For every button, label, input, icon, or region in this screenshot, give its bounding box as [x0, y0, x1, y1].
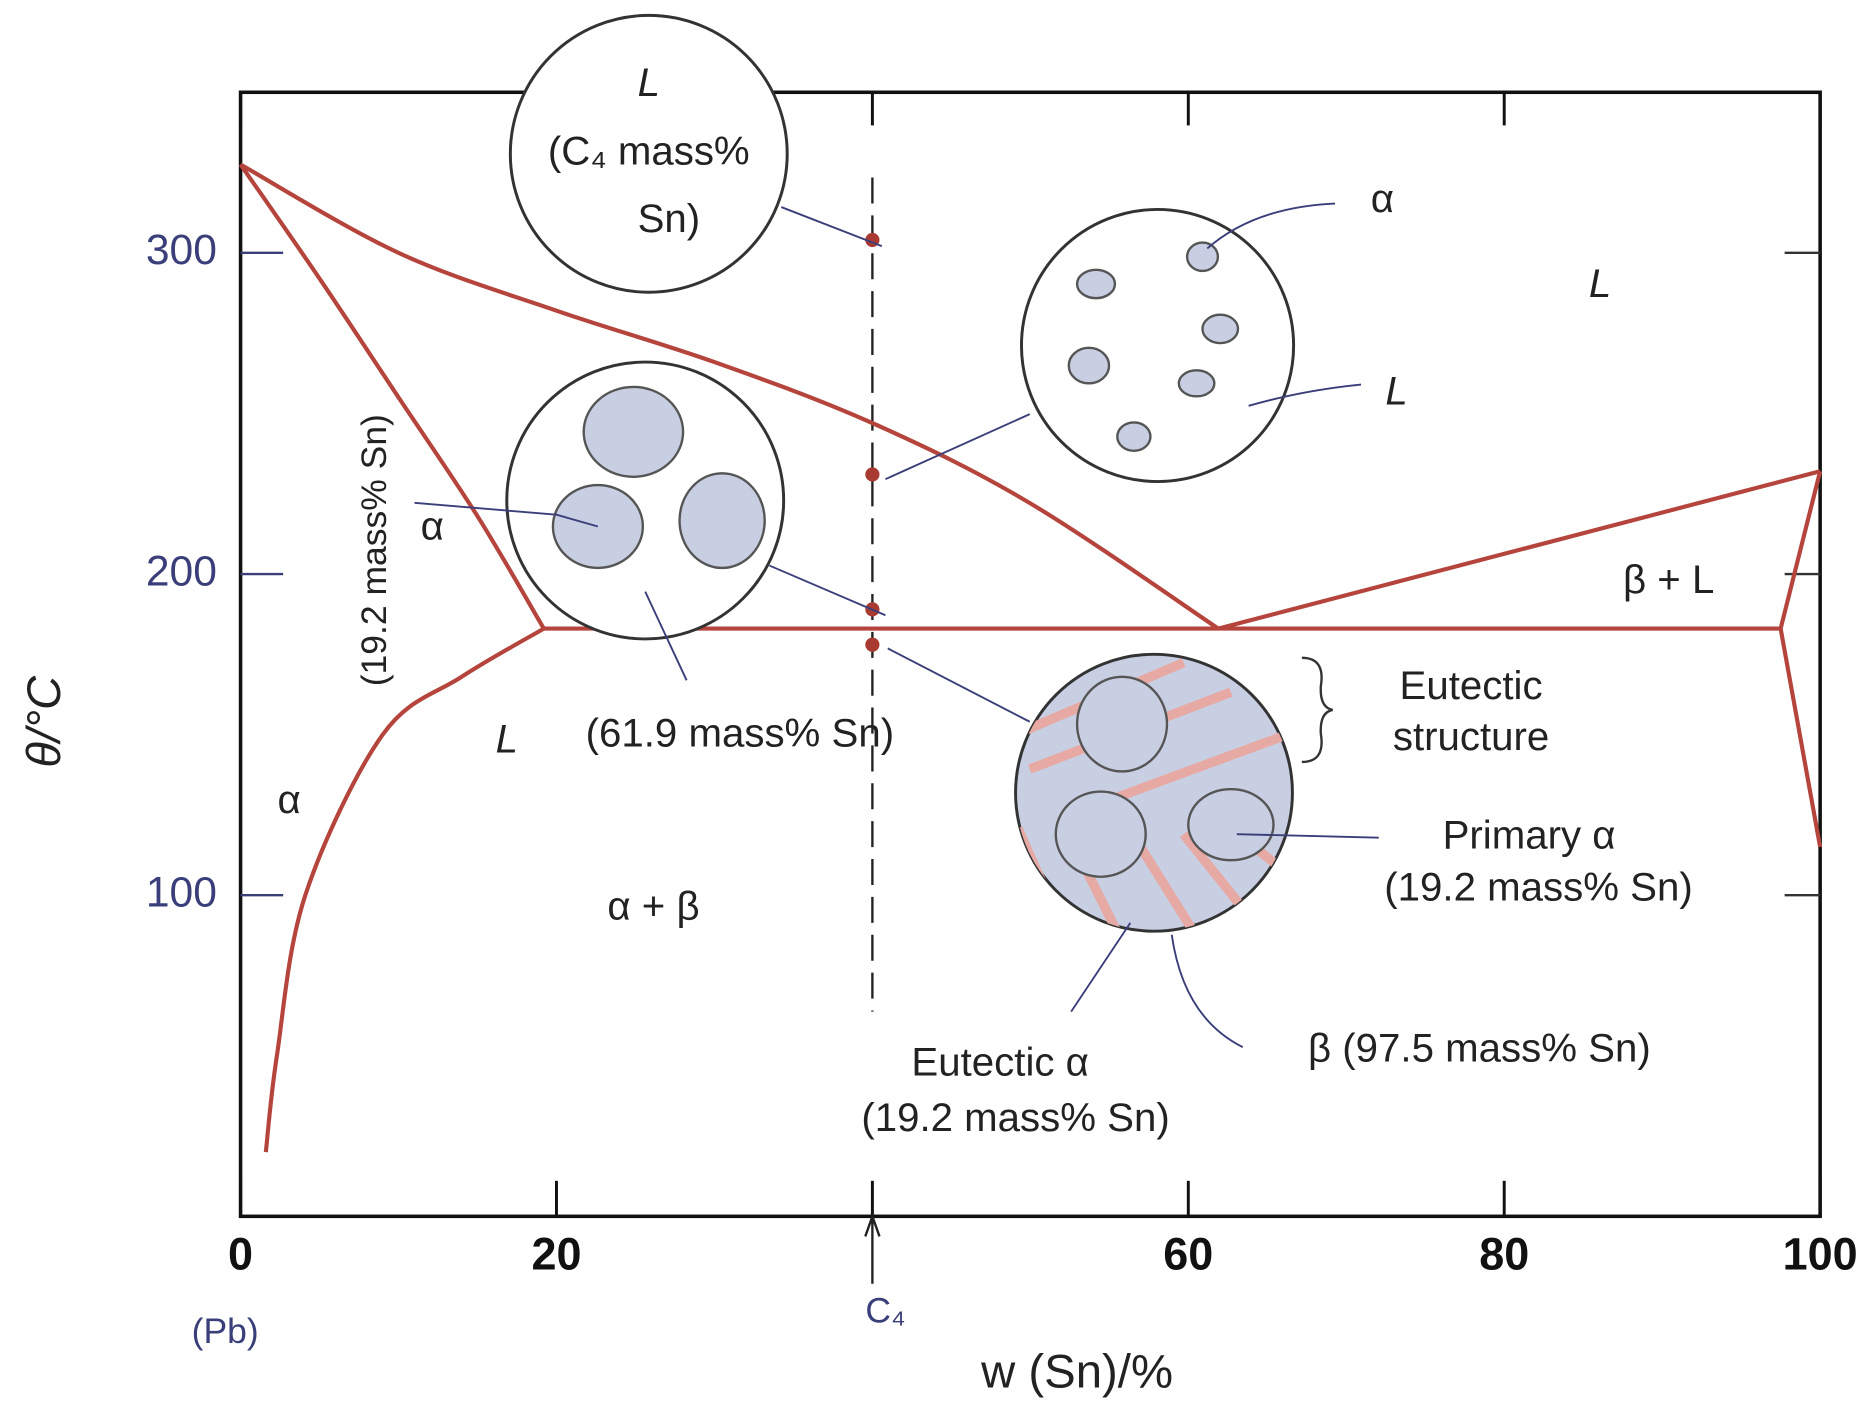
annotation: (Pb): [192, 1311, 259, 1351]
phase-boundary: [266, 629, 544, 1152]
c4-arrow: [865, 1216, 879, 1283]
annotation: Eutectic: [1400, 663, 1543, 708]
annotation: α: [421, 504, 444, 549]
brace: [1302, 658, 1333, 762]
x-tick-label: 20: [531, 1229, 581, 1280]
y-tick-label: 200: [146, 547, 217, 595]
phase-boundary: [1218, 471, 1820, 628]
annotation: α: [1371, 176, 1394, 221]
state-point: [865, 638, 879, 652]
x-axis-label: w (Sn)/%: [980, 1345, 1173, 1398]
y-tick-label: 100: [146, 868, 217, 916]
annotation: β (97.5 mass% Sn): [1308, 1025, 1651, 1070]
y-tick-label: 300: [146, 226, 217, 274]
annotation: (19.2 mass% Sn): [1384, 864, 1692, 909]
annotation: L: [638, 60, 660, 105]
x-tick-label: 0: [228, 1229, 253, 1280]
annotation: Primary α: [1443, 812, 1616, 857]
annotation: (C₄ mass%: [548, 128, 750, 173]
annotation: α + β: [607, 883, 699, 928]
phase-boundary: [1781, 629, 1820, 847]
annotation: L: [1589, 261, 1611, 306]
annotation: α: [277, 777, 300, 822]
annotation: Sn): [638, 196, 701, 241]
annotation: L: [496, 716, 518, 761]
annotation: (61.9 mass% Sn): [586, 711, 894, 756]
labels: L (C₄ mass% Sn) α L L (19.2 mass% Sn) α β + L Eut…: [192, 60, 1715, 1351]
annotation: (19.2 mass% Sn): [861, 1095, 1169, 1140]
annotation: Eutectic α: [911, 1039, 1089, 1084]
annotation: β + L: [1623, 557, 1714, 602]
leader: [781, 207, 882, 246]
x-tick-label: 80: [1479, 1229, 1529, 1280]
annotation: L: [1385, 369, 1407, 414]
annotation: C₄: [865, 1291, 905, 1331]
y-axis-label: θ/°C: [18, 675, 71, 768]
phase-boundary: [1781, 471, 1820, 628]
chart: 100 200 300 0 20 60 80 100 L (C₄ mass% Sn) α L L (19.…: [0, 0, 1856, 1408]
primary-circle: [1021, 209, 1293, 481]
annotation: (19.2 mass% Sn): [354, 414, 394, 686]
x-tick-label: 100: [1783, 1229, 1856, 1280]
state-point: [865, 467, 879, 481]
annotation: structure: [1393, 714, 1549, 759]
x-tick-label: 60: [1163, 1229, 1213, 1280]
